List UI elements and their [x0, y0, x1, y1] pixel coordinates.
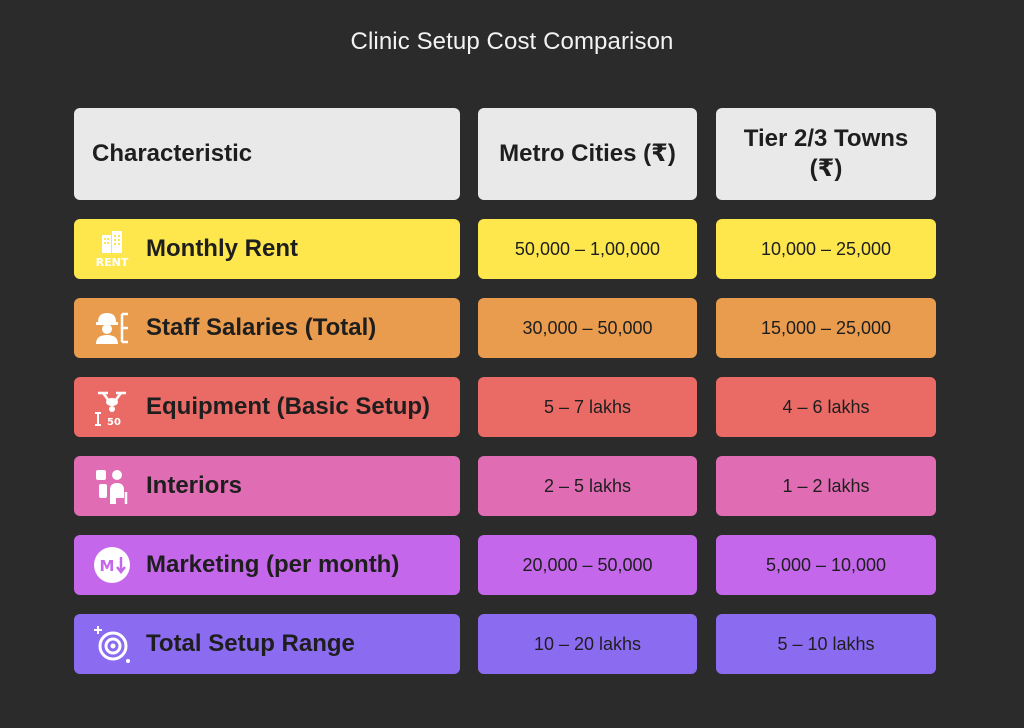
row-label: Equipment (Basic Setup): [146, 393, 431, 420]
header-metro-cities: Metro Cities (₹): [478, 108, 697, 200]
row-label: Staff Salaries (Total): [146, 314, 377, 341]
row-label: Interiors: [146, 472, 243, 499]
tier-value: 10,000 – 25,000: [716, 219, 936, 279]
drone-equipment-icon: 50: [92, 387, 132, 427]
row-label: Marketing (per month): [146, 551, 400, 578]
row-label: Total Setup Range: [146, 630, 355, 657]
row-label-cell: M Marketing (per month): [74, 535, 460, 595]
header-tier-towns: Tier 2/3 Towns (₹): [716, 108, 936, 200]
row-label-cell: RENT Monthly Rent: [74, 219, 460, 279]
metro-value: 10 – 20 lakhs: [478, 614, 697, 674]
tier-value: 1 – 2 lakhs: [716, 456, 936, 516]
metro-value: 30,000 – 50,000: [478, 298, 697, 358]
metro-value: 50,000 – 1,00,000: [478, 219, 697, 279]
metro-value: 2 – 5 lakhs: [478, 456, 697, 516]
row-label: Monthly Rent: [146, 235, 298, 262]
tier-value: 5 – 10 lakhs: [716, 614, 936, 674]
tier-value: 4 – 6 lakhs: [716, 377, 936, 437]
rent-building-icon: RENT: [92, 229, 132, 269]
metro-value: 5 – 7 lakhs: [478, 377, 697, 437]
svg-text:RENT: RENT: [96, 256, 129, 269]
row-label-cell: Total Setup Range: [74, 614, 460, 674]
header-characteristic: Characteristic: [74, 108, 460, 200]
metro-value: 20,000 – 50,000: [478, 535, 697, 595]
staff-worker-icon: [92, 308, 132, 348]
tier-value: 5,000 – 10,000: [716, 535, 936, 595]
chart-title: Clinic Setup Cost Comparison: [350, 28, 674, 55]
interior-chair-icon: [92, 466, 132, 506]
row-label-cell: 50 Equipment (Basic Setup): [74, 377, 460, 437]
row-label-cell: Staff Salaries (Total): [74, 298, 460, 358]
row-label-cell: Interiors: [74, 456, 460, 516]
target-icon: [92, 624, 132, 664]
svg-text:50: 50: [107, 417, 121, 427]
svg-text:M: M: [100, 557, 115, 575]
tier-value: 15,000 – 25,000: [716, 298, 936, 358]
marketing-badge-icon: M: [92, 545, 132, 585]
